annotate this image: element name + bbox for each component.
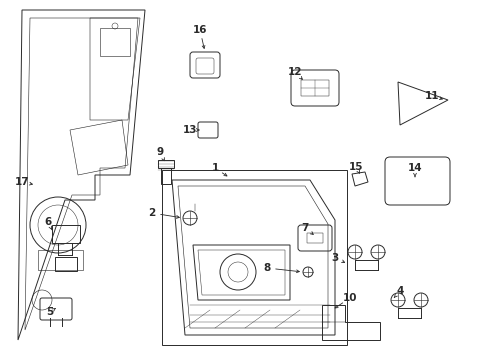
Text: 16: 16 [192, 25, 207, 35]
Bar [52, 225, 80, 243]
Text: 4: 4 [395, 286, 403, 296]
Text: 11: 11 [424, 91, 438, 101]
Text: 15: 15 [348, 162, 363, 172]
Text: 3: 3 [331, 253, 338, 263]
Text: 2: 2 [148, 208, 155, 218]
Text: 6: 6 [44, 217, 52, 227]
Bar [301, 80, 328, 96]
Text: 7: 7 [301, 223, 308, 233]
Bar [162, 170, 346, 345]
Bar [161, 168, 171, 184]
Bar [38, 250, 83, 270]
Text: 10: 10 [342, 293, 357, 303]
Text: 5: 5 [46, 307, 54, 317]
Bar [306, 233, 323, 243]
Text: 8: 8 [263, 263, 270, 273]
Text: 14: 14 [407, 163, 422, 173]
Text: 12: 12 [287, 67, 302, 77]
Text: 17: 17 [15, 177, 29, 187]
Bar [158, 160, 174, 168]
Bar [100, 28, 130, 56]
Text: 1: 1 [211, 163, 218, 173]
Bar [55, 257, 77, 271]
Text: 9: 9 [156, 147, 163, 157]
Text: 13: 13 [183, 125, 197, 135]
